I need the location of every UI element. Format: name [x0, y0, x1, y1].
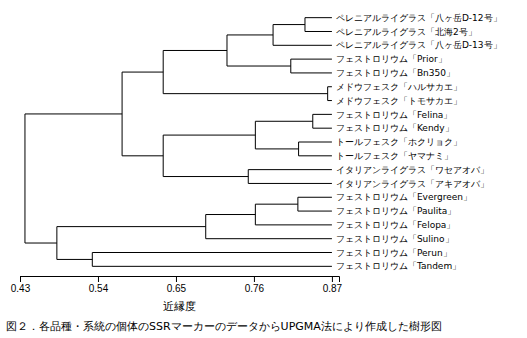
branch-line: [291, 59, 332, 60]
tick-label: 0.76: [245, 283, 265, 294]
branch-line: [206, 238, 332, 239]
merge-line: [24, 114, 25, 243]
branch-line: [305, 31, 332, 32]
branch-line: [122, 155, 163, 156]
tick-label: 0.65: [167, 283, 187, 294]
leaf-label: フェストロリウム「Perun」: [336, 248, 452, 258]
tick-mark: [332, 276, 333, 282]
tick-label: 0.43: [11, 283, 31, 294]
branch-line: [25, 243, 57, 244]
branch-line: [57, 226, 206, 227]
leaf-label: メドウフェスク「ハルサカエ」: [336, 82, 462, 92]
leaf-label: ペレニアルライグラス「八ヶ岳D-13号」: [336, 40, 502, 50]
leaf-label: フェストロリウム「Prior」: [336, 54, 447, 64]
branch-line: [92, 252, 332, 253]
branch-line: [305, 17, 332, 18]
leaf-label: トールフェスク「ヤマナミ」: [336, 151, 453, 161]
tick-label: 0.54: [89, 283, 109, 294]
chart: ペレニアルライグラス「八ヶ岳D-12号」ペレニアルライグラス「北海2号」ペレニア…: [0, 0, 527, 338]
leaf-label: フェストロリウム「Tandem」: [336, 261, 461, 271]
tick: 0.87: [323, 276, 343, 294]
branch-line: [163, 135, 255, 136]
branch-line: [206, 214, 256, 215]
leaf-label: フェストロリウム「Paulita」: [336, 206, 456, 216]
branch-line: [248, 169, 332, 170]
title: 図２．各品種・系統の個体のSSRマーカーのデータからUPGMA法により作成した樹…: [6, 320, 442, 333]
branch-line: [122, 72, 163, 73]
branch-line: [248, 183, 332, 184]
leaf-label: フェストロリウム「Felina」: [336, 110, 452, 120]
branch-line: [273, 24, 305, 25]
branch-line: [255, 121, 312, 122]
branch-line: [57, 259, 92, 260]
tick-mark: [20, 276, 21, 282]
tick-mark: [98, 276, 99, 282]
branch-line: [298, 211, 332, 212]
branch-line: [328, 86, 332, 87]
branch-line: [25, 113, 122, 114]
branch-line: [299, 142, 332, 143]
leaf-labels: ペレニアルライグラス「八ヶ岳D-12号」ペレニアルライグラス「北海2号」ペレニア…: [336, 13, 502, 272]
tick-label: 0.87: [323, 283, 343, 294]
branch-line: [227, 34, 273, 35]
branch-line: [298, 197, 332, 198]
leaf-label: ペレニアルライグラス「北海2号」: [336, 27, 477, 37]
leaf-label: イタリアンライグラス「アキアオバ」: [336, 179, 489, 189]
tick: 0.54: [89, 276, 109, 294]
branch-line: [255, 224, 332, 225]
branch-line: [92, 266, 332, 267]
leaf-label: フェストロリウム「Felopa」: [336, 220, 455, 230]
leaf-label: フェストロリウム「Bn350」: [336, 68, 455, 78]
branch-line: [227, 66, 291, 67]
tick: 0.76: [245, 276, 265, 294]
leaf-label: トールフェスク「ホクリョク」: [336, 137, 462, 147]
branch-line: [163, 176, 248, 177]
tick-mark: [254, 276, 255, 282]
x-axis: 0.43 0.54 0.65 0.76 0.87: [11, 276, 343, 294]
branch-line: [163, 50, 227, 51]
branch-line: [299, 155, 332, 156]
leaf-label: メドウフェスク「トモサカエ」: [336, 96, 462, 106]
branch-line: [328, 100, 332, 101]
branch-line: [255, 204, 298, 205]
leaf-label: イタリアンライグラス「ワセアオバ」: [336, 165, 489, 175]
leaf-label: フェストロリウム「Evergreen」: [336, 192, 472, 202]
branch-line: [273, 45, 332, 46]
plot: ペレニアルライグラス「八ヶ岳D-12号」ペレニアルライグラス「北海2号」ペレニア…: [11, 13, 502, 294]
tick: 0.43: [11, 276, 31, 294]
branch-line: [313, 114, 332, 115]
tick: 0.65: [167, 276, 187, 294]
branch-line: [163, 93, 327, 94]
branch-line: [313, 128, 332, 129]
axis-line: [21, 277, 340, 283]
tick-mark: [176, 276, 177, 282]
leaf-label: フェストロリウム「Kendy」: [336, 123, 454, 133]
branch-line: [255, 148, 298, 149]
leaf-label: フェストロリウム「Sulino」: [336, 234, 454, 244]
x-axis-title: 近縁度: [163, 300, 196, 313]
dendrogram-lines: [25, 18, 332, 267]
branch-line: [291, 72, 332, 73]
leaf-label: ペレニアルライグラス「八ヶ岳D-12号」: [336, 13, 502, 23]
